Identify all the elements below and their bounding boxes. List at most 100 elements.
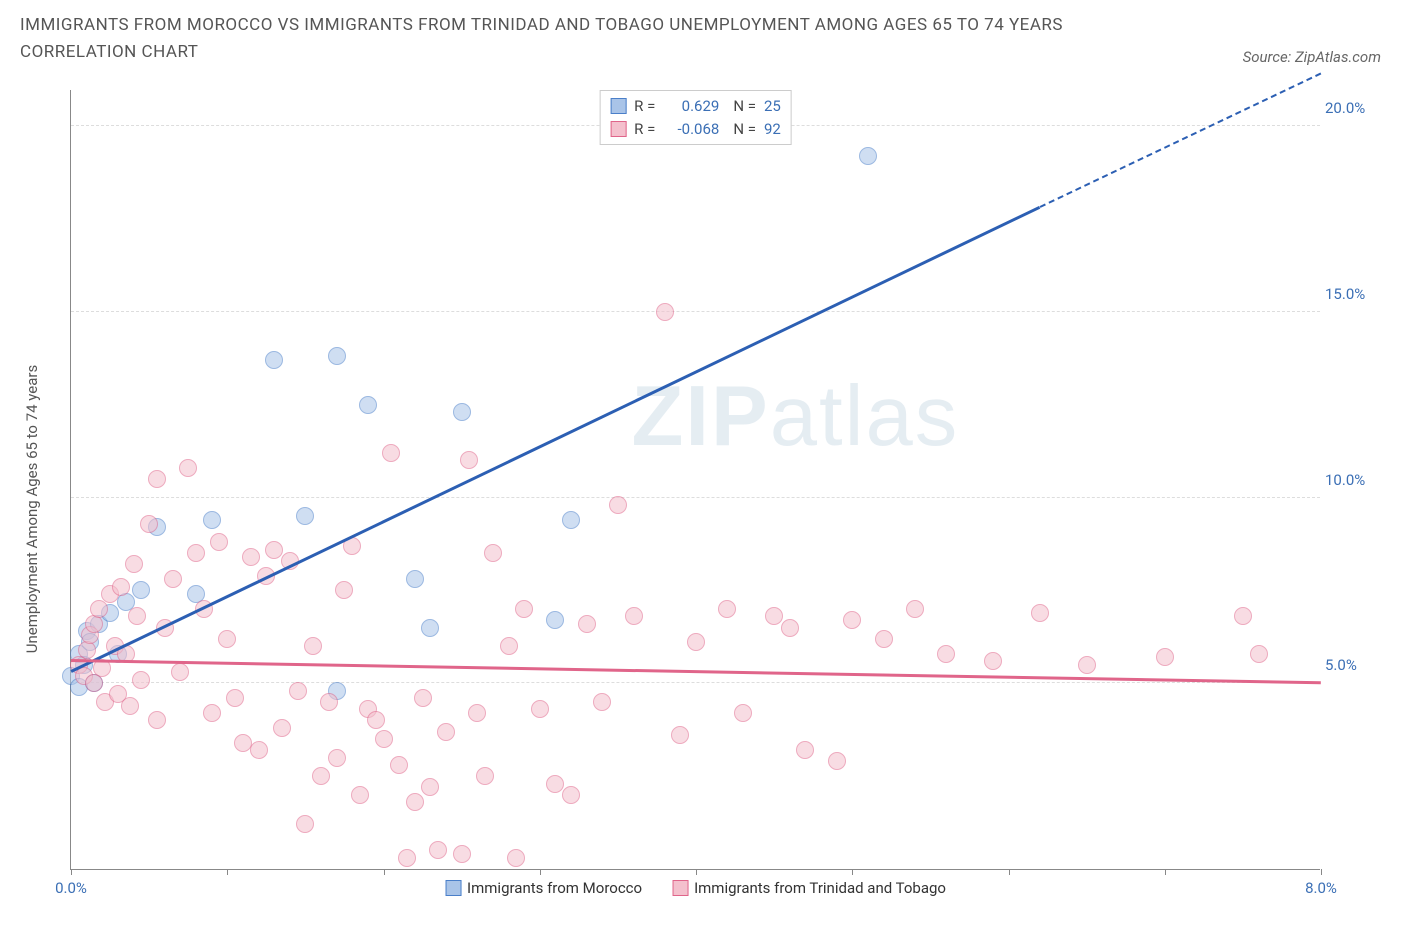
data-point-morocco bbox=[421, 619, 439, 637]
data-point-trinidad bbox=[781, 619, 799, 637]
data-point-trinidad bbox=[843, 611, 861, 629]
data-point-trinidad bbox=[593, 693, 611, 711]
data-point-morocco bbox=[265, 351, 283, 369]
data-point-trinidad bbox=[226, 689, 244, 707]
r-value: -0.068 bbox=[663, 118, 719, 141]
y-tick-label: 15.0% bbox=[1325, 285, 1380, 303]
source-attribution: Source: ZipAtlas.com bbox=[1243, 48, 1381, 66]
y-axis-label: Unemployment Among Ages 65 to 74 years bbox=[23, 365, 41, 653]
data-point-morocco bbox=[406, 570, 424, 588]
legend-swatch bbox=[610, 121, 626, 137]
data-point-trinidad bbox=[507, 849, 525, 867]
data-point-trinidad bbox=[320, 693, 338, 711]
legend-swatch bbox=[610, 98, 626, 114]
data-point-trinidad bbox=[531, 700, 549, 718]
data-point-trinidad bbox=[1031, 604, 1049, 622]
trend-line bbox=[1039, 72, 1321, 208]
data-point-trinidad bbox=[203, 704, 221, 722]
correlation-row-morocco: R =0.629N =25 bbox=[610, 95, 781, 118]
data-point-trinidad bbox=[421, 778, 439, 796]
data-point-trinidad bbox=[242, 548, 260, 566]
data-point-trinidad bbox=[132, 671, 150, 689]
x-tick bbox=[1321, 869, 1322, 875]
data-point-trinidad bbox=[218, 630, 236, 648]
gridline bbox=[71, 497, 1320, 498]
data-point-morocco bbox=[562, 511, 580, 529]
correlation-legend: R =0.629N =25R = -0.068 N = 92 bbox=[599, 90, 792, 145]
trend-line bbox=[71, 659, 1321, 684]
data-point-morocco bbox=[859, 147, 877, 165]
legend-item: Immigrants from Trinidad and Tobago bbox=[672, 879, 946, 897]
data-point-trinidad bbox=[375, 730, 393, 748]
chart-title-area: IMMIGRANTS FROM MOROCCO VS IMMIGRANTS FR… bbox=[0, 0, 1406, 66]
legend-swatch bbox=[445, 880, 461, 896]
data-point-trinidad bbox=[304, 637, 322, 655]
data-point-trinidad bbox=[1078, 656, 1096, 674]
data-point-trinidad bbox=[484, 544, 502, 562]
data-point-trinidad bbox=[609, 496, 627, 514]
n-value: 92 bbox=[764, 118, 781, 141]
y-tick-label: 5.0% bbox=[1325, 656, 1380, 674]
data-point-morocco bbox=[296, 507, 314, 525]
data-point-trinidad bbox=[335, 581, 353, 599]
data-point-trinidad bbox=[390, 756, 408, 774]
gridline bbox=[71, 311, 1320, 312]
data-point-morocco bbox=[359, 396, 377, 414]
data-point-trinidad bbox=[515, 600, 533, 618]
data-point-morocco bbox=[546, 611, 564, 629]
data-point-trinidad bbox=[148, 470, 166, 488]
x-tick bbox=[696, 869, 697, 875]
data-point-trinidad bbox=[1156, 648, 1174, 666]
data-point-trinidad bbox=[210, 533, 228, 551]
data-point-trinidad bbox=[296, 815, 314, 833]
x-tick bbox=[227, 869, 228, 875]
data-point-trinidad bbox=[718, 600, 736, 618]
x-tick bbox=[540, 869, 541, 875]
data-point-trinidad bbox=[250, 741, 268, 759]
data-point-trinidad bbox=[164, 570, 182, 588]
chart-container: Unemployment Among Ages 65 to 74 years Z… bbox=[20, 85, 1386, 915]
data-point-trinidad bbox=[112, 578, 130, 596]
data-point-trinidad bbox=[187, 544, 205, 562]
data-point-trinidad bbox=[460, 451, 478, 469]
legend-label: Immigrants from Morocco bbox=[467, 879, 642, 897]
data-point-trinidad bbox=[578, 615, 596, 633]
trend-line bbox=[70, 205, 1040, 672]
data-point-morocco bbox=[203, 511, 221, 529]
data-point-trinidad bbox=[734, 704, 752, 722]
data-point-trinidad bbox=[875, 630, 893, 648]
legend-label: Immigrants from Trinidad and Tobago bbox=[694, 879, 946, 897]
n-value: 25 bbox=[764, 95, 781, 118]
data-point-trinidad bbox=[121, 697, 139, 715]
data-point-trinidad bbox=[546, 775, 564, 793]
r-label: R = bbox=[634, 118, 655, 141]
data-point-trinidad bbox=[171, 663, 189, 681]
r-label: R = bbox=[634, 95, 655, 118]
data-point-trinidad bbox=[406, 793, 424, 811]
data-point-trinidad bbox=[351, 786, 369, 804]
correlation-row-trinidad: R = -0.068 N = 92 bbox=[610, 118, 781, 141]
plot-area: ZIPatlas R =0.629N =25R =-0.068N =92 Imm… bbox=[70, 90, 1320, 870]
data-point-trinidad bbox=[906, 600, 924, 618]
x-tick bbox=[384, 869, 385, 875]
x-tick bbox=[1009, 869, 1010, 875]
x-tick-label: 0.0% bbox=[55, 879, 87, 897]
data-point-trinidad bbox=[562, 786, 580, 804]
data-point-trinidad bbox=[1250, 645, 1268, 663]
data-point-trinidad bbox=[179, 459, 197, 477]
data-point-trinidad bbox=[414, 689, 432, 707]
data-point-trinidad bbox=[367, 711, 385, 729]
data-point-trinidad bbox=[671, 726, 689, 744]
data-point-trinidad bbox=[656, 303, 674, 321]
data-point-trinidad bbox=[312, 767, 330, 785]
title-line-2: CORRELATION CHART bbox=[20, 39, 1386, 66]
data-point-trinidad bbox=[398, 849, 416, 867]
x-tick bbox=[852, 869, 853, 875]
data-point-trinidad bbox=[265, 541, 283, 559]
data-point-trinidad bbox=[125, 555, 143, 573]
n-label: N = bbox=[733, 118, 756, 141]
data-point-trinidad bbox=[625, 607, 643, 625]
data-point-trinidad bbox=[500, 637, 518, 655]
data-point-trinidad bbox=[765, 607, 783, 625]
legend-item: Immigrants from Morocco bbox=[445, 879, 642, 897]
